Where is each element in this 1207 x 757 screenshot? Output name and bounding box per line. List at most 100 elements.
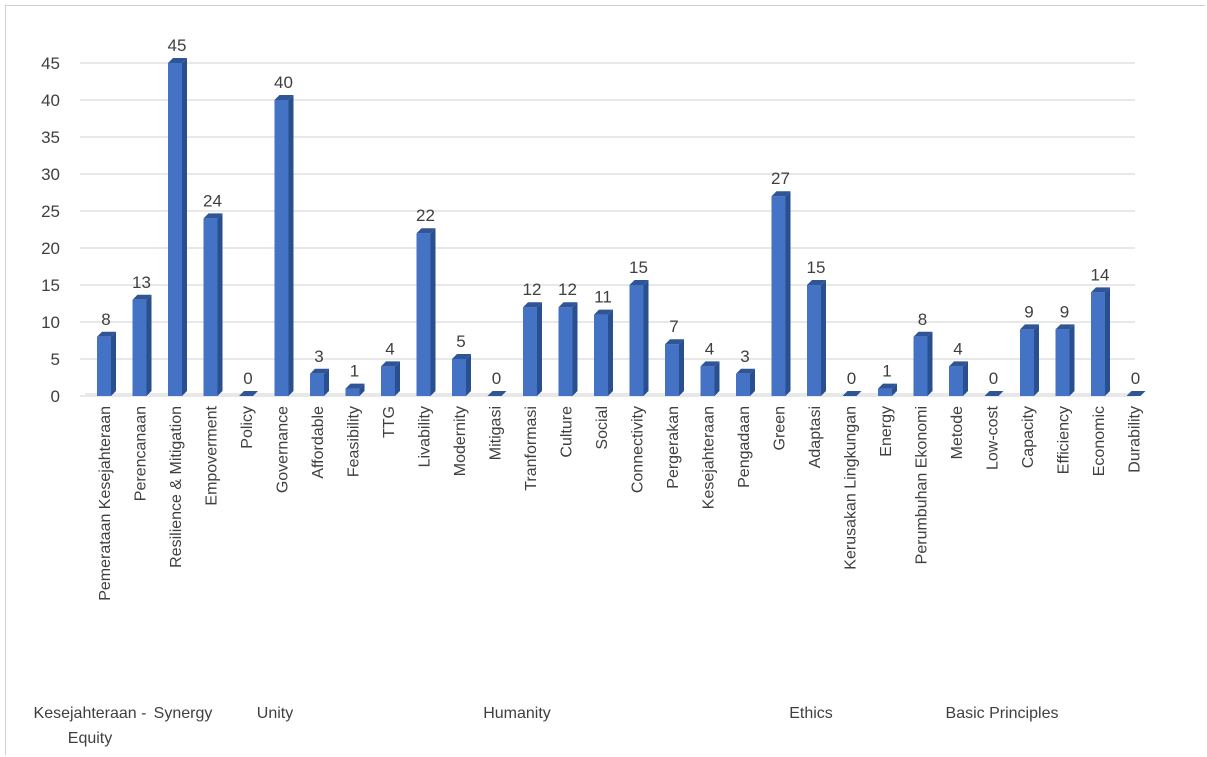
bar: [97, 331, 116, 396]
group-label: Humanity: [483, 705, 551, 722]
data-label: 0: [492, 369, 501, 388]
bar-top: [381, 361, 400, 367]
category-label: Affordable: [310, 406, 327, 479]
data-label: 0: [989, 369, 998, 388]
bar: [168, 58, 187, 396]
bar-top: [807, 280, 826, 285]
y-tick-label: 15: [41, 276, 60, 295]
bar-side: [892, 383, 897, 396]
bar-top: [487, 391, 507, 396]
bar: [416, 228, 436, 396]
bar-side: [111, 331, 116, 396]
data-label: 0: [243, 369, 252, 388]
bar: [345, 383, 365, 396]
bar-top: [523, 302, 542, 308]
data-label: 11: [594, 288, 612, 307]
bar-front: [878, 388, 892, 396]
bar: [807, 280, 826, 396]
bar: [132, 294, 152, 396]
y-tick-label: 20: [41, 239, 60, 258]
y-tick-label: 10: [41, 313, 60, 332]
bar-side: [324, 368, 329, 396]
bar-front: [274, 100, 289, 396]
bar: [736, 368, 755, 396]
data-label: 4: [385, 339, 394, 358]
data-label: 1: [882, 362, 891, 381]
bar-side: [785, 191, 791, 396]
bar-front: [523, 307, 537, 396]
bar-side: [608, 309, 613, 396]
bar-front: [665, 344, 679, 396]
bar-top: [949, 361, 968, 367]
data-label: 0: [847, 369, 856, 388]
data-label: 8: [918, 310, 927, 329]
bar-front: [736, 373, 750, 396]
category-label: Culture: [559, 406, 576, 458]
bar-side: [750, 368, 755, 396]
bar-side: [679, 339, 684, 396]
bar-top: [913, 331, 933, 337]
bar-top: [665, 339, 684, 345]
category-label: Modernity: [452, 406, 469, 476]
bar: [700, 361, 720, 396]
bar-top: [558, 302, 578, 308]
category-label: Connectivity: [630, 406, 647, 493]
bar: [1126, 391, 1146, 396]
bar-top: [1055, 324, 1075, 330]
data-label: 27: [771, 169, 790, 188]
bar: [878, 383, 897, 396]
bar-front: [452, 359, 466, 396]
category-label: Governance: [275, 406, 292, 493]
category-label: TTG: [381, 406, 398, 438]
category-label: Social: [594, 406, 611, 450]
category-label: Feasibility: [346, 406, 363, 477]
category-label: Durability: [1127, 406, 1144, 473]
bar-top: [594, 309, 613, 315]
bar: [665, 339, 684, 396]
data-label: 15: [629, 258, 648, 277]
bar-side: [1034, 324, 1039, 396]
y-tick-label: 25: [41, 202, 60, 221]
group-label: Ethics: [789, 705, 833, 722]
bar-front: [132, 299, 147, 396]
data-label: 40: [274, 73, 293, 92]
bar-top: [274, 95, 294, 100]
category-label: Empoverment: [204, 405, 221, 505]
bar-front: [168, 63, 182, 396]
category-label: Energy: [878, 406, 895, 457]
data-label: 3: [314, 347, 323, 366]
group-label: Kesejahteraan -: [34, 705, 147, 722]
bar: [203, 213, 223, 396]
group-label: Unity: [257, 705, 293, 722]
bar-side: [821, 280, 826, 396]
bar-front: [594, 314, 608, 396]
bar-top: [771, 191, 791, 197]
bar-top: [1126, 391, 1146, 396]
bar-top: [132, 294, 152, 300]
data-label: 4: [705, 339, 714, 358]
category-label: Pengadaan: [736, 406, 753, 488]
data-label: 24: [203, 191, 222, 210]
bar-side: [643, 280, 649, 396]
bar-front: [1091, 292, 1105, 396]
y-tick-label: 5: [51, 350, 60, 369]
bar-front: [913, 336, 928, 396]
bar: [1020, 324, 1039, 396]
category-labels: Pemerataan Kesejahteraan Perencanaan Resil…: [97, 405, 1144, 600]
bar-side: [927, 331, 933, 396]
category-label: Resilience & Mitigation: [168, 406, 185, 568]
group-label: Equity: [68, 730, 112, 747]
data-label: 3: [740, 347, 749, 366]
bar: [842, 391, 862, 396]
bar-front: [1055, 329, 1070, 396]
bar-front: [310, 373, 324, 396]
bar: [1055, 324, 1075, 396]
bar: [558, 302, 578, 396]
data-label: 4: [953, 339, 962, 358]
group-labels: Kesejahteraan - Equity Synergy Unity Humanit…: [34, 705, 1059, 747]
category-label: Adaptasi: [807, 406, 824, 468]
category-label: Perumbuhan Ekonomi: [914, 406, 931, 564]
bar: [487, 391, 507, 396]
